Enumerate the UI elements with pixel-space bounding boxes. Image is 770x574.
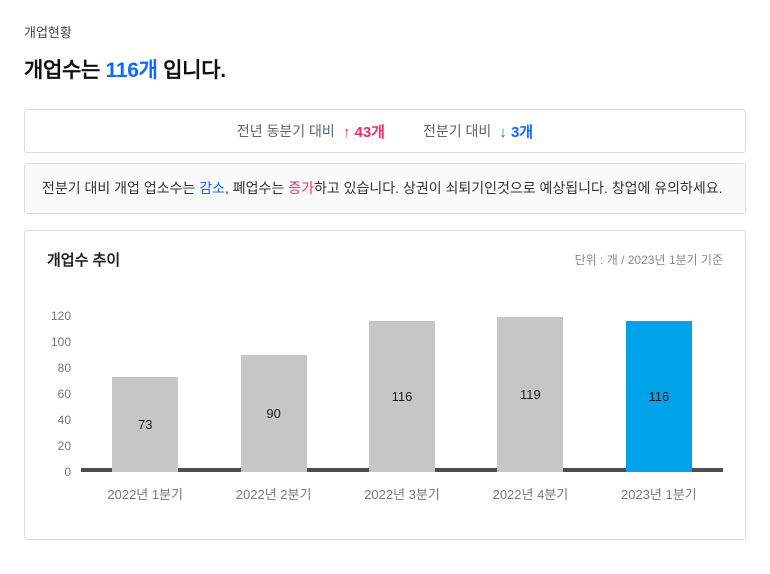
bar-3: 116 — [369, 320, 436, 472]
page: 개업현황 개업수는 116개 입니다. 전년 동분기 대비 ↑ 43개 전분기 … — [24, 25, 746, 540]
x-labels: 2022년 1분기 2022년 2분기 2022년 3분기 2022년 4분기 2023… — [81, 484, 723, 503]
bar-value-label: 119 — [520, 386, 541, 402]
comparison-box: 전년 동분기 대비 ↑ 43개 전분기 대비 ↓ 3개 — [24, 109, 746, 153]
x-axis-label: 2023년 1분기 — [621, 486, 697, 502]
y-axis-tick: 120 — [50, 308, 71, 323]
bar-5: 116 — [625, 320, 692, 472]
x-axis-label: 2022년 4분기 — [492, 486, 569, 502]
bar-slot: 116 — [338, 316, 466, 472]
summary-part2: , 폐업수는 — [225, 180, 289, 196]
qoq-change: ↓ 3개 — [499, 121, 533, 142]
qoq-label: 전분기 대비 — [423, 123, 492, 139]
chart-unit-note: 단위 : 개 / 2023년 1분기 기준 — [574, 252, 723, 267]
y-axis-tick: 100 — [50, 334, 71, 349]
bar-value-label: 116 — [391, 388, 413, 404]
bar-value-label: 73 — [137, 416, 153, 432]
y-axis: 0 20 40 60 80 100 120 — [47, 310, 81, 478]
down-arrow-icon: ↓ — [499, 123, 507, 141]
chart-body: 0 20 40 60 80 100 120 73 90 116 119 116 — [47, 310, 723, 478]
x-axis-label: 2022년 1분기 — [107, 486, 184, 502]
page-title-value: 116개 — [105, 59, 158, 82]
bar-slot: 73 — [81, 316, 209, 472]
y-axis-tick: 40 — [57, 412, 71, 427]
summary-increase-word: 증가 — [288, 180, 314, 196]
chart-card: 개업수 추이 단위 : 개 / 2023년 1분기 기준 0 20 40 60 80 10… — [24, 229, 746, 540]
y-axis-tick: 80 — [57, 360, 71, 375]
bar-slot: 90 — [209, 316, 337, 472]
y-axis-tick: 0 — [64, 464, 71, 479]
summary-part1: 전분기 대비 개업 업소수는 — [42, 180, 200, 196]
up-arrow-icon: ↑ — [342, 123, 351, 141]
qoq-value: 3개 — [510, 123, 534, 141]
x-axis-label: 2022년 3분기 — [364, 486, 440, 502]
y-axis-tick: 20 — [57, 438, 71, 453]
yoy-label: 전년 동분기 대비 — [236, 123, 335, 139]
summary-decrease-word: 감소 — [199, 180, 226, 196]
bar-value-label: 90 — [266, 405, 281, 421]
bars: 73 90 116 119 116 — [81, 316, 723, 472]
chart-header: 개업수 추이 단위 : 개 / 2023년 1분기 기준 — [47, 249, 723, 270]
y-axis-tick: 60 — [57, 386, 71, 401]
page-title: 개업수는 116개 입니다. — [24, 54, 746, 84]
chart-plot: 73 90 116 119 116 — [81, 316, 723, 472]
yoy-change: ↑ 43개 — [343, 121, 385, 142]
summary-box: 전분기 대비 개업 업소수는 감소, 폐업수는 증가하고 있습니다. 상권이 쇠… — [24, 163, 746, 214]
bar-value-label: 116 — [648, 388, 670, 404]
yoy-value: 43개 — [354, 123, 386, 141]
bar-slot: 119 — [466, 316, 594, 472]
summary-part3: 하고 있습니다. 상권이 쇠퇴기인것으로 예상됩니다. 창업에 유의하세요. — [313, 180, 723, 196]
bar-slot: 116 — [595, 316, 723, 472]
bar-4: 119 — [497, 316, 564, 472]
page-title-prefix: 개업수는 — [24, 59, 106, 82]
section-label: 개업현황 — [24, 25, 72, 40]
x-axis-label: 2022년 2분기 — [235, 486, 312, 502]
bar-2: 90 — [240, 354, 307, 472]
page-title-suffix: 입니다. — [157, 59, 226, 82]
bar-1: 73 — [112, 376, 179, 472]
chart-title: 개업수 추이 — [47, 251, 121, 269]
